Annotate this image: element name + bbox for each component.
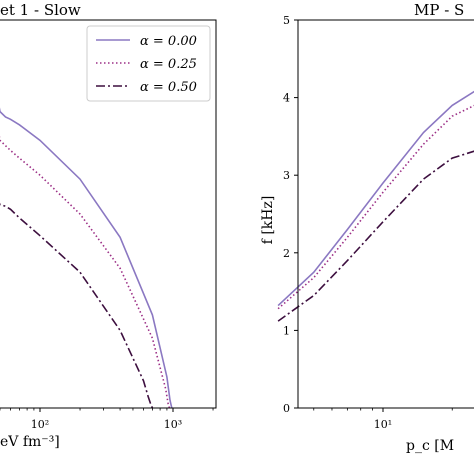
left-x-axis-label: eV fm⁻³] xyxy=(0,434,60,450)
legend-label-alpha-1: α = 0.25 xyxy=(140,57,197,72)
right-y-tick-label: 0 xyxy=(283,402,290,415)
right-y-ticks: 0 1 2 3 4 5 xyxy=(283,14,298,415)
right-y-tick-label: 2 xyxy=(283,247,290,260)
legend-box xyxy=(86,25,211,102)
right-x-ticks: 10¹ xyxy=(313,408,453,431)
legend-label-alpha-0: α = 0.00 xyxy=(140,34,197,49)
legend-label-alpha-2: α = 0.50 xyxy=(140,80,197,95)
left-x-tick-label: 10³ xyxy=(164,418,182,431)
series-line-alpha-0 xyxy=(277,90,474,307)
series-line-alpha-2 xyxy=(277,150,474,322)
left-plot-frame xyxy=(0,19,217,409)
right-plot-frame xyxy=(297,19,474,409)
left-panel-title: et 1 - Slow xyxy=(0,1,81,19)
series-line-alpha-2 xyxy=(0,202,154,409)
right-panel-title: MP - S xyxy=(414,1,464,19)
right-y-tick-label: 5 xyxy=(283,14,290,27)
series-line-alpha-1 xyxy=(0,135,171,409)
left-x-tick-label: 10² xyxy=(31,418,49,431)
right-x-tick-label: 10¹ xyxy=(374,418,392,431)
left-panel: et 1 - Slow 10² 10³ α = 0.00 α = 0.25 α =… xyxy=(0,1,217,450)
right-x-axis-label: p_c [M xyxy=(406,438,454,454)
right-y-tick-label: 1 xyxy=(283,324,290,337)
right-panel: MP - S 0 1 2 3 4 5 10¹ f [kHz] p_c [M xyxy=(260,1,474,454)
right-y-tick-label: 4 xyxy=(283,92,290,105)
legend: α = 0.00 α = 0.25 α = 0.50 xyxy=(86,25,211,102)
left-curves xyxy=(0,107,173,409)
right-curves xyxy=(277,90,474,322)
series-line-alpha-1 xyxy=(277,104,474,310)
right-y-tick-label: 3 xyxy=(283,169,290,182)
left-x-ticks: 10² 10³ xyxy=(0,408,214,431)
right-y-axis-label: f [kHz] xyxy=(260,196,276,245)
series-line-alpha-0 xyxy=(0,107,173,409)
